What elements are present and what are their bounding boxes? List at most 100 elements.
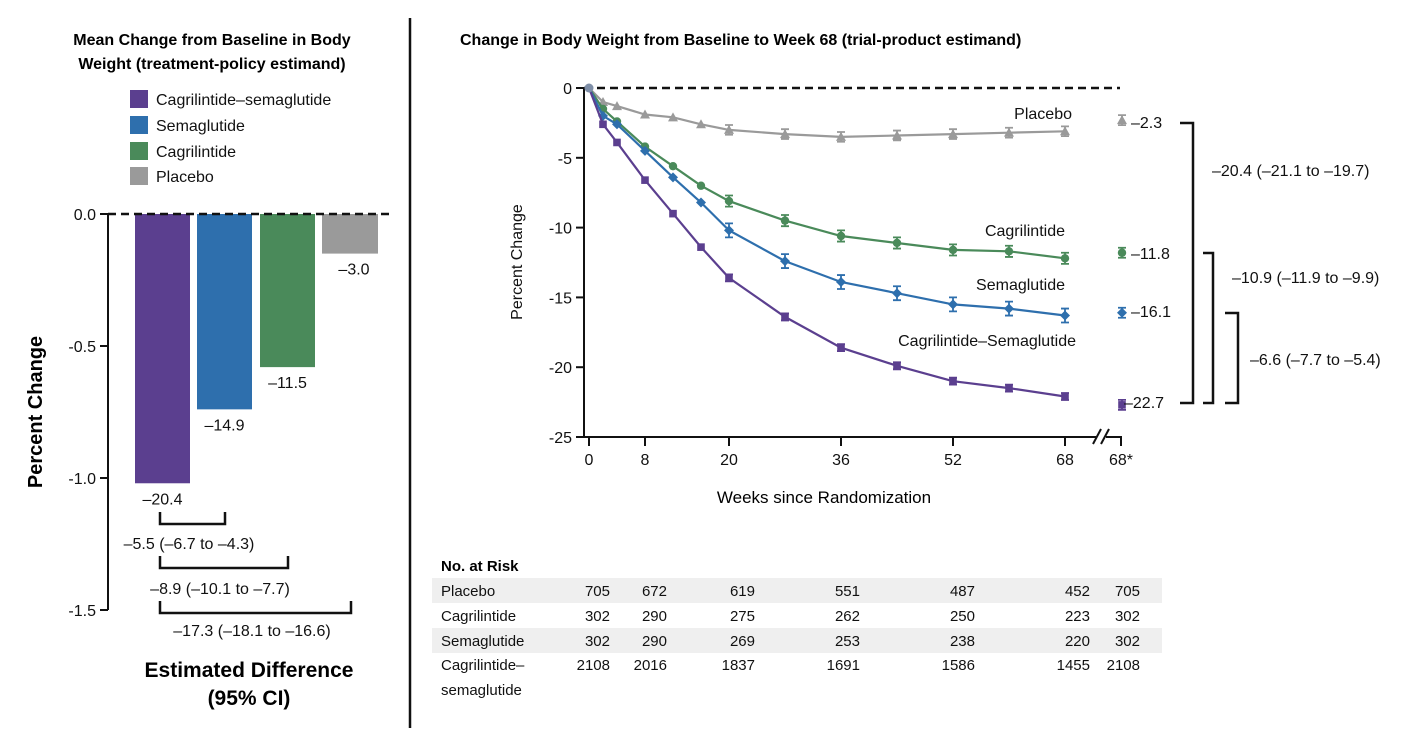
risk-cell-cagrisema-1: 2016 (634, 657, 667, 674)
point-semaglutide-3 (640, 145, 650, 156)
point-cagrisema-9 (893, 362, 901, 370)
risk-row-label-cagrilintide: Cagrilintide (441, 608, 516, 625)
risk-cell-semaglutide-4: 238 (950, 633, 975, 650)
risk-cell-cagrilintide-0: 302 (585, 608, 610, 625)
risk-table: No. at Risk Placebo 705 672 619 551 487 452 705… (432, 558, 1162, 699)
point-placebo-2 (612, 101, 622, 111)
right-ytick-label-2: -10 (549, 221, 572, 238)
point-semaglutide-12 (1060, 310, 1070, 321)
axis-break-mark-2 (1100, 428, 1110, 445)
right-xtick-label-5: 68 (1056, 452, 1074, 469)
series-cagrisema (587, 87, 1069, 401)
legend-label-cagrilintide: Cagrilintide (156, 144, 236, 161)
point-cagrisema-6 (725, 274, 733, 282)
left-diff-label-2: –8.9 (–10.1 to –7.7) (150, 581, 290, 598)
point-cagrisema-8 (837, 343, 845, 352)
point-semaglutide-4 (668, 172, 678, 183)
bar-value-label-cagrisema: –20.4 (142, 491, 182, 508)
origin-point (584, 83, 594, 93)
right-ytick-label-1: -5 (558, 151, 572, 168)
point-placebo-8 (836, 131, 846, 141)
bar-placebo (322, 214, 378, 254)
risk-table-title: No. at Risk (441, 558, 519, 575)
point-cagrisema-3 (641, 176, 649, 184)
risk-row-label-semaglutide: Semaglutide (441, 633, 524, 650)
point-cagrilintide-11 (1004, 247, 1014, 256)
left-ytick-label-2: -1.0 (68, 471, 96, 488)
risk-cell-placebo-6: 705 (1115, 583, 1140, 600)
point-semaglutide-8 (836, 277, 846, 288)
risk-cell-placebo-3: 551 (835, 583, 860, 600)
point-semaglutide-11 (1004, 303, 1014, 314)
endpoint-marker-placebo (1117, 115, 1127, 125)
bar-cagrilintide (260, 214, 315, 368)
right-xtick-label-6: 68* (1109, 452, 1133, 469)
series-semaglutide (588, 87, 1070, 324)
series-placebo (588, 87, 1070, 143)
left-panel: Mean Change from Baseline in Body Weight… (25, 32, 394, 710)
bar-value-label-placebo: –3.0 (338, 262, 369, 279)
bar-value-label-cagrilintide: –11.5 (268, 375, 307, 392)
risk-cell-cagrisema-6: 2108 (1107, 657, 1140, 674)
risk-band-placebo (432, 578, 1162, 603)
risk-band-semaglutide (432, 628, 1162, 653)
point-cagrisema-2 (613, 138, 621, 147)
point-cagrisema-12 (1061, 392, 1069, 401)
risk-cell-cagrilintide-6: 302 (1115, 608, 1140, 625)
left-footer-line1: Estimated Difference (145, 659, 354, 682)
point-placebo-7 (780, 129, 790, 139)
point-cagrilintide-10 (948, 245, 958, 255)
right-diff-label-1: –20.4 (–21.1 to –19.7) (1212, 163, 1369, 180)
point-semaglutide-9 (892, 288, 902, 299)
right-panel: Change in Body Weight from Baseline to W… (460, 32, 1381, 507)
risk-cell-semaglutide-0: 302 (585, 633, 610, 650)
right-difference-brackets (1180, 121, 1240, 405)
axis-break-mark-1 (1092, 428, 1102, 445)
bar-cagrisema (135, 214, 190, 484)
legend-label-semaglutide: Semaglutide (156, 118, 245, 135)
endpoint-marker-cagrilintide (1117, 248, 1127, 257)
point-placebo-4 (668, 112, 678, 122)
risk-row-label2-cagrisema: semaglutide (441, 682, 522, 699)
endpoints (1117, 114, 1127, 411)
point-cagrilintide-8 (836, 231, 846, 241)
risk-cell-cagrisema-2: 1837 (722, 657, 755, 674)
right-ytick-label-5: -25 (549, 430, 572, 447)
left-diff-label-3: –17.3 (–18.1 to –16.6) (173, 623, 330, 640)
risk-cell-placebo-2: 619 (730, 583, 755, 600)
risk-cell-semaglutide-3: 253 (835, 633, 860, 650)
risk-row-label-cagrisema: Cagrilintide– (441, 657, 525, 674)
legend-swatch-placebo (130, 167, 148, 185)
point-cagrilintide-9 (892, 238, 902, 248)
risk-cell-semaglutide-1: 290 (642, 633, 667, 650)
bar-legend: Cagrilintide–semaglutide Semaglutide Cag… (130, 90, 331, 186)
right-title: Change in Body Weight from Baseline to W… (460, 32, 1021, 49)
bar-semaglutide (197, 214, 252, 410)
bracket-cs-vs-cagri (158, 556, 290, 570)
point-cagrisema-11 (1005, 384, 1013, 392)
point-cagrilintide-12 (1060, 254, 1070, 263)
left-ytick-label-0: 0.0 (74, 207, 96, 224)
legend-label-cagrisema: Cagrilintide–semaglutide (156, 92, 331, 109)
point-placebo-5 (696, 119, 706, 129)
right-diff-label-2: –10.9 (–11.9 to –9.9) (1232, 270, 1379, 287)
point-cagrisema-1 (599, 120, 607, 129)
risk-rows: Placebo 705 672 619 551 487 452 705 Cagrilintide… (441, 583, 1140, 699)
right-y-ticks: 0 -5 -10 -15 -20 -25 (549, 81, 584, 447)
right-xtick-label-3: 36 (832, 452, 850, 469)
left-footer-line2: (95% CI) (208, 687, 291, 710)
right-xtick-label-4: 52 (944, 452, 962, 469)
bracket-cs-vs-sema (158, 512, 227, 526)
point-semaglutide-10 (948, 299, 958, 310)
left-title-line2: Weight (treatment-policy estimand) (78, 56, 345, 73)
series-label-cagrisema: Cagrilintide–Semaglutide (898, 333, 1076, 350)
endpoint-label-semaglutide: –16.1 (1131, 304, 1171, 321)
risk-cell-semaglutide-6: 302 (1115, 633, 1140, 650)
risk-cell-placebo-4: 487 (950, 583, 975, 600)
left-y-axis-label: Percent Change (25, 336, 47, 488)
right-xtick-label-0: 0 (585, 452, 594, 469)
point-placebo-11 (1004, 127, 1014, 137)
risk-cell-cagrilintide-2: 275 (730, 608, 755, 625)
right-x-ticks: 0 8 20 36 52 68 68* (585, 437, 1133, 469)
endpoint-label-placebo: –2.3 (1131, 115, 1162, 132)
